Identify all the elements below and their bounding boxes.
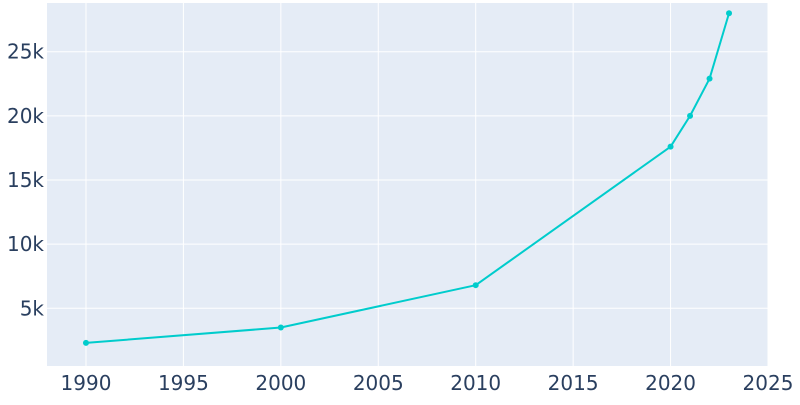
data-point-2022 bbox=[706, 75, 713, 82]
y-tick-label-25k: 25k bbox=[7, 40, 44, 64]
x-tick-label-2005: 2005 bbox=[353, 371, 404, 395]
y-axis-tick-labels: 5k 10k 15k 20k 25k bbox=[7, 40, 44, 321]
y-tick-label-10k: 10k bbox=[7, 232, 44, 256]
x-tick-label-2015: 2015 bbox=[548, 371, 599, 395]
x-axis-tick-labels: 1990 1995 2000 2005 2010 2015 2020 2025 bbox=[61, 371, 794, 395]
data-point-2000 bbox=[277, 324, 284, 331]
x-tick-label-1995: 1995 bbox=[158, 371, 209, 395]
data-point-2020 bbox=[667, 143, 674, 150]
data-point-2021 bbox=[687, 112, 694, 119]
y-tick-label-5k: 5k bbox=[20, 296, 45, 320]
x-tick-label-2000: 2000 bbox=[255, 371, 306, 395]
data-point-2023 bbox=[726, 10, 733, 17]
y-tick-label-15k: 15k bbox=[7, 168, 44, 192]
x-tick-label-2010: 2010 bbox=[450, 371, 501, 395]
x-tick-label-2025: 2025 bbox=[743, 371, 794, 395]
y-tick-label-20k: 20k bbox=[7, 104, 44, 128]
x-tick-label-1990: 1990 bbox=[61, 371, 112, 395]
data-point-2010 bbox=[472, 282, 479, 289]
plot-background bbox=[47, 3, 768, 366]
x-tick-label-2020: 2020 bbox=[645, 371, 696, 395]
y-gridlines bbox=[47, 51, 768, 309]
data-point-1990 bbox=[82, 339, 89, 346]
x-gridlines bbox=[85, 3, 769, 366]
series-layer bbox=[82, 10, 733, 346]
